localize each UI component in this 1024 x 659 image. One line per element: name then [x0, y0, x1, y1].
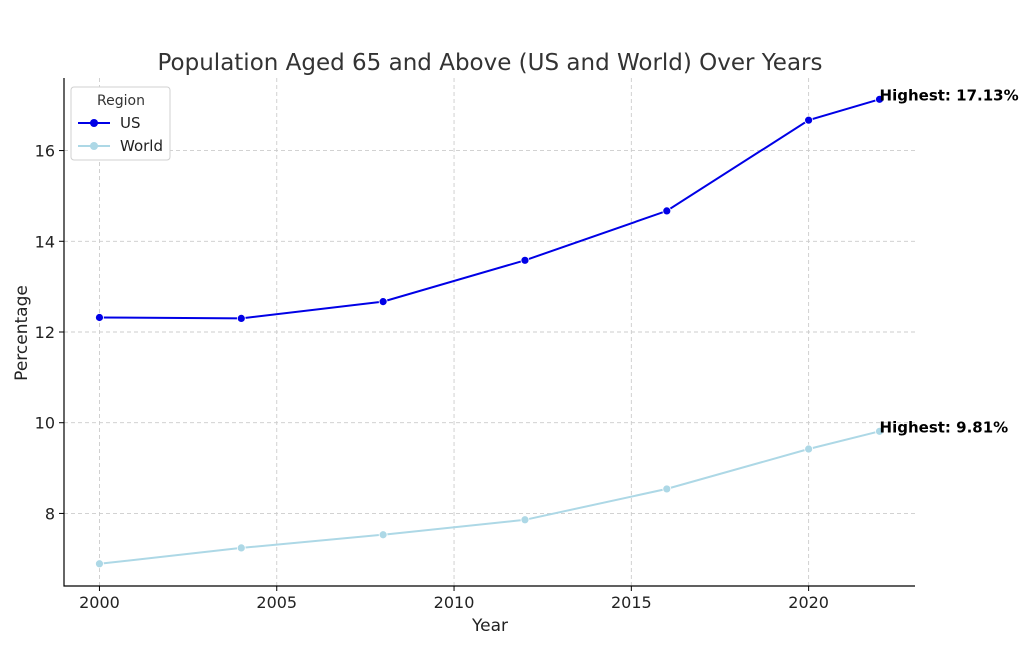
series-world [95, 426, 884, 569]
x-tick-label: 2005 [256, 593, 297, 612]
grid-layer [64, 78, 915, 586]
legend-label: US [120, 114, 141, 132]
x-tick-label: 2015 [611, 593, 652, 612]
y-tick-label: 10 [35, 414, 55, 433]
legend-item-world: World [78, 137, 163, 155]
data-point [662, 206, 672, 216]
data-point [236, 313, 246, 323]
series-layer [95, 94, 884, 569]
data-point [95, 313, 104, 322]
axis-spines [63, 78, 915, 587]
data-point [662, 484, 672, 494]
annotation-layer: Highest: 17.13% Highest: 9.81% [880, 86, 1019, 436]
data-point [378, 530, 388, 540]
x-tick-label: 2020 [788, 593, 829, 612]
legend-marker [90, 142, 98, 150]
legend-label: World [120, 137, 163, 155]
legend-marker [90, 119, 98, 127]
highest-annotation: Highest: 9.81% [880, 418, 1009, 436]
x-axis-label: Year [471, 616, 508, 636]
chart-title: Population Aged 65 and Above (US and Wor… [158, 50, 823, 76]
x-tick-label: 2010 [434, 593, 475, 612]
legend-title: Region [97, 93, 145, 109]
data-point [378, 297, 388, 307]
y-tick-label: 12 [35, 323, 55, 342]
series-line [99, 98, 880, 320]
series-us [95, 94, 884, 323]
highest-annotation: Highest: 17.13% [880, 86, 1019, 104]
data-point [520, 515, 530, 525]
data-point [804, 115, 814, 125]
y-tick-label: 14 [35, 232, 55, 251]
y-tick-label: 8 [45, 504, 55, 523]
legend-item-us: US [78, 114, 141, 132]
legend: Region US World [70, 86, 171, 161]
data-point [875, 94, 884, 104]
data-point [875, 426, 884, 436]
y-axis-label: Percentage [12, 285, 32, 381]
data-point [804, 444, 814, 454]
series-line [99, 430, 880, 565]
x-tick-label: 2000 [79, 593, 120, 612]
legend-box [70, 86, 171, 161]
data-point [236, 543, 246, 553]
data-point [95, 559, 104, 569]
data-point [520, 255, 530, 265]
axes-layer: 2000 2005 2010 2015 2020 8 10 12 14 16 [35, 78, 915, 612]
y-tick-label: 16 [35, 142, 55, 161]
